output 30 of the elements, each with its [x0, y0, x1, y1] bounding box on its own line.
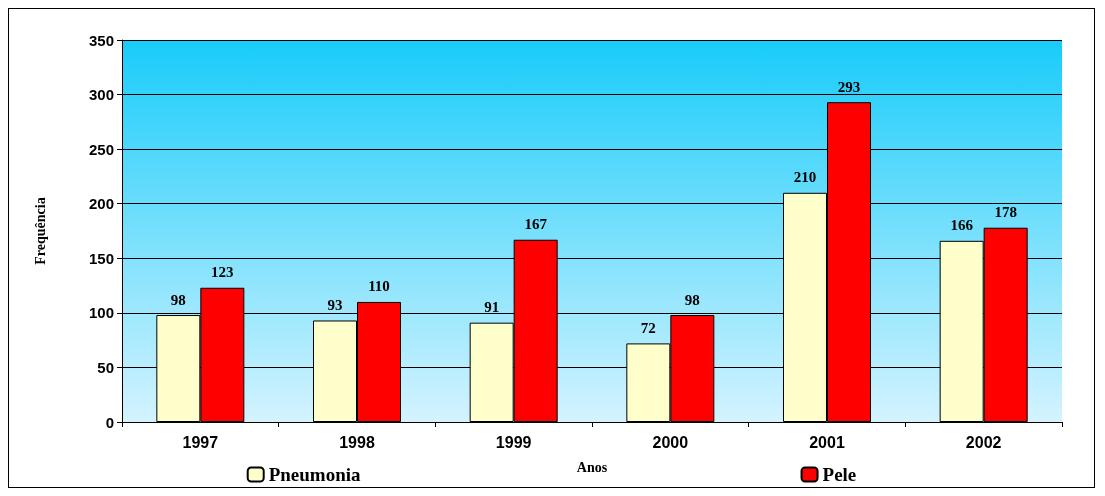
data-label: 98: [170, 291, 186, 308]
data-label: 93: [327, 297, 343, 313]
y-tick-label: 300: [88, 86, 114, 104]
data-label: 210: [793, 169, 817, 186]
x-tick-label: 2000: [652, 433, 689, 451]
y-tick-label: 50: [97, 358, 114, 376]
y-tick-label: 0: [105, 413, 114, 431]
legend-label: Pneumonia: [268, 464, 362, 485]
y-tick-label: 350: [88, 31, 114, 49]
data-label: 167: [524, 216, 548, 233]
y-tick-label: 200: [88, 195, 114, 213]
data-label: 72: [640, 319, 656, 336]
x-tick-label: 1999: [495, 433, 532, 451]
y-tick-label: 150: [88, 249, 114, 267]
data-label: 91: [484, 299, 500, 316]
data-label: 293: [837, 78, 861, 95]
x-tick-label: 1997: [182, 433, 219, 451]
data-label: 110: [368, 278, 390, 295]
x-tick-label: 1998: [339, 433, 375, 451]
x-axis-title: Anos: [576, 459, 608, 475]
x-tick-label: 2001: [809, 433, 845, 451]
x-tick-label: 2002: [965, 433, 1002, 451]
data-label: 166: [950, 217, 974, 234]
y-tick-label: 250: [88, 140, 114, 158]
legend-label: Pele: [822, 464, 857, 485]
data-label: 123: [211, 264, 234, 281]
y-axis-title: Frequência: [32, 197, 48, 265]
data-label: 98: [684, 291, 700, 308]
data-label: 178: [994, 204, 1017, 221]
y-tick-label: 100: [88, 304, 114, 322]
